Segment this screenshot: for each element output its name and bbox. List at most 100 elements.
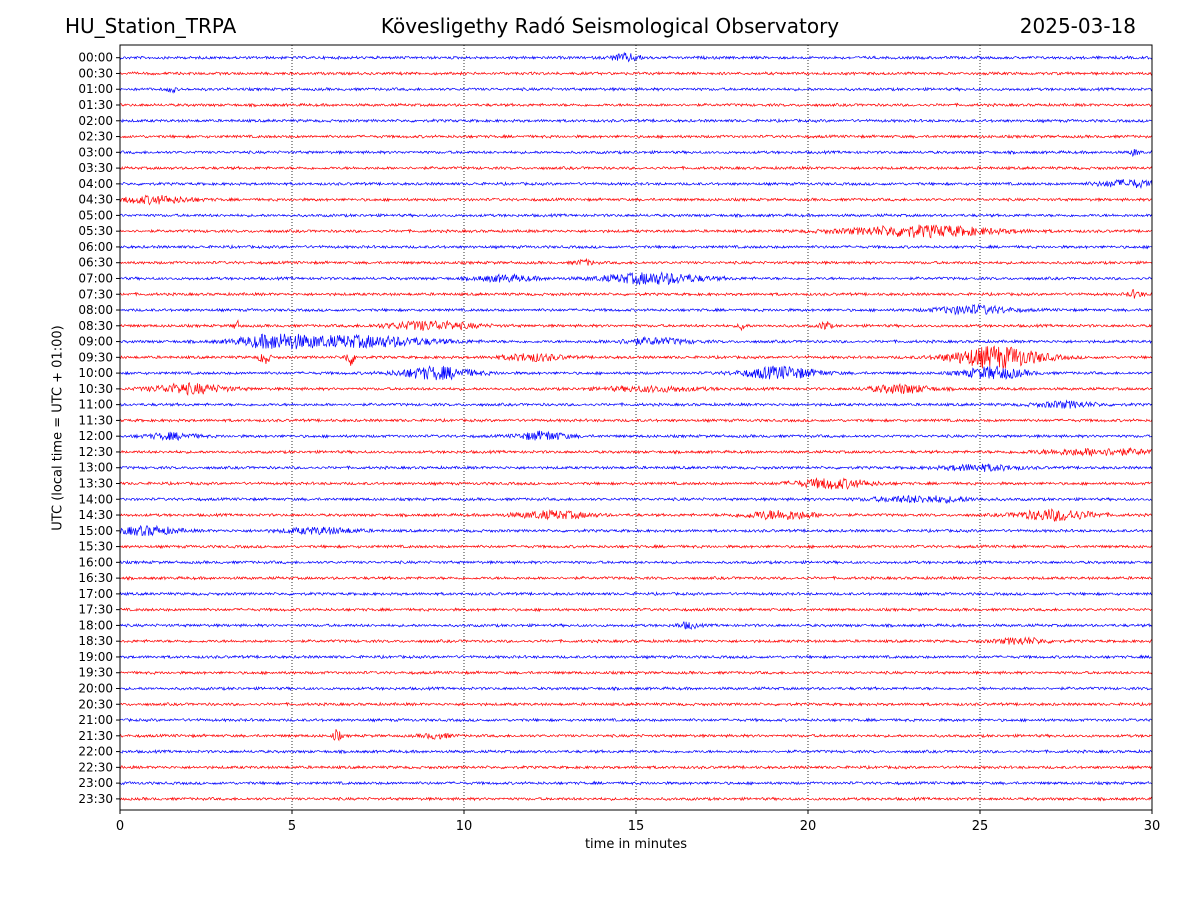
trace-1800 <box>119 621 1153 630</box>
y-tick-label: 15:30 <box>78 540 113 554</box>
y-tick-label: 01:30 <box>78 98 113 112</box>
y-tick-label: 05:30 <box>78 224 113 238</box>
y-tick-label: 06:00 <box>78 240 113 254</box>
y-tick-label: 05:00 <box>78 208 113 222</box>
y-tick-label: 02:00 <box>78 114 113 128</box>
trace-2300 <box>119 780 1153 786</box>
trace-1700 <box>119 591 1153 597</box>
y-tick-label: 14:30 <box>78 508 113 522</box>
trace-0800 <box>119 303 1153 316</box>
y-tick-label: 22:00 <box>78 745 113 759</box>
y-tick-label: 19:00 <box>78 650 113 664</box>
trace-2230 <box>119 764 1153 770</box>
y-tick-label: 09:30 <box>78 350 113 364</box>
trace-1330 <box>119 477 1153 490</box>
trace-0200 <box>119 118 1153 124</box>
y-tick-label: 22:30 <box>78 760 113 774</box>
y-tick-label: 18:30 <box>78 634 113 648</box>
y-tick-label: 13:00 <box>78 461 113 475</box>
y-tick-label: 08:30 <box>78 319 113 333</box>
y-tick-label: 11:00 <box>78 398 113 412</box>
trace-0400 <box>119 178 1153 190</box>
y-tick-label: 10:30 <box>78 382 113 396</box>
x-tick-label: 25 <box>972 819 989 834</box>
y-axis-label: UTC (local time = UTC + 01:00) <box>50 325 66 531</box>
observatory-title: Kövesligethy Radó Seismological Observat… <box>380 14 840 38</box>
y-tick-label: 04:00 <box>78 177 113 191</box>
y-tick-label: 16:30 <box>78 571 113 585</box>
y-tick-label: 14:00 <box>78 492 113 506</box>
trace-1230 <box>119 447 1153 458</box>
seismic-traces <box>119 51 1153 802</box>
y-tick-label: 11:30 <box>78 413 113 427</box>
y-tick-label: 17:30 <box>78 603 113 617</box>
trace-0030 <box>119 70 1153 77</box>
trace-1200 <box>119 430 1153 442</box>
y-tick-label: 10:00 <box>78 366 113 380</box>
x-ticks: 0 5 10 15 20 25 30 <box>116 810 1160 834</box>
trace-0700 <box>119 271 1153 286</box>
trace-0230 <box>119 133 1153 140</box>
trace-0530 <box>119 224 1153 239</box>
trace-1500 <box>119 524 1153 537</box>
x-tick-label: 10 <box>456 819 473 834</box>
trace-1900 <box>119 654 1153 660</box>
y-tick-label: 00:30 <box>78 66 113 80</box>
trace-1600 <box>119 559 1153 565</box>
trace-1930 <box>119 670 1153 676</box>
y-tick-label: 02:30 <box>78 130 113 144</box>
x-tick-label: 20 <box>800 819 817 834</box>
trace-0500 <box>119 212 1153 219</box>
x-tick-label: 5 <box>288 819 296 834</box>
trace-1100 <box>119 399 1153 409</box>
y-tick-label: 21:00 <box>78 713 113 727</box>
trace-0300 <box>119 149 1153 158</box>
y-tick-label: 12:00 <box>78 429 113 443</box>
x-tick-label: 30 <box>1144 819 1161 834</box>
trace-2330 <box>119 796 1153 802</box>
y-tick-label: 01:00 <box>78 82 113 96</box>
trace-2100 <box>119 717 1153 723</box>
x-tick-label: 0 <box>116 819 124 834</box>
y-tick-label: 13:30 <box>78 476 113 490</box>
trace-2130 <box>119 729 1153 742</box>
trace-0600 <box>119 244 1153 250</box>
trace-2200 <box>119 748 1153 755</box>
y-tick-label: 17:00 <box>78 587 113 601</box>
y-tick-label: 06:30 <box>78 256 113 270</box>
vertical-grid <box>291 45 981 810</box>
y-tick-label: 09:00 <box>78 335 113 349</box>
y-tick-label: 20:00 <box>78 682 113 696</box>
y-tick-label: 03:00 <box>78 145 113 159</box>
y-tick-label: 04:30 <box>78 193 113 207</box>
y-tick-label: 08:00 <box>78 303 113 317</box>
y-tick-label: 15:00 <box>78 524 113 538</box>
trace-2000 <box>119 685 1153 692</box>
y-tick-label: 20:30 <box>78 697 113 711</box>
y-tick-label: 19:30 <box>78 666 113 680</box>
y-tick-label: 21:30 <box>78 729 113 743</box>
trace-2030 <box>119 701 1153 707</box>
y-tick-label: 18:00 <box>78 618 113 632</box>
trace-1630 <box>119 575 1153 581</box>
trace-1730 <box>119 606 1153 613</box>
trace-1030 <box>119 382 1153 396</box>
y-tick-label: 23:00 <box>78 776 113 790</box>
trace-0130 <box>119 102 1153 108</box>
y-tick-label: 07:00 <box>78 271 113 285</box>
trace-0900 <box>119 333 1153 350</box>
date-title: 2025-03-18 <box>1019 14 1136 38</box>
trace-0000 <box>119 51 1153 63</box>
y-tick-label: 23:30 <box>78 792 113 806</box>
y-tick-label: 07:30 <box>78 287 113 301</box>
trace-0430 <box>119 194 1153 206</box>
trace-1300 <box>119 463 1153 473</box>
trace-1830 <box>119 636 1153 646</box>
y-tick-label: 03:30 <box>78 161 113 175</box>
trace-0100 <box>119 86 1153 94</box>
trace-0930 <box>119 345 1153 369</box>
trace-0730 <box>119 289 1153 299</box>
trace-1000 <box>119 365 1153 381</box>
